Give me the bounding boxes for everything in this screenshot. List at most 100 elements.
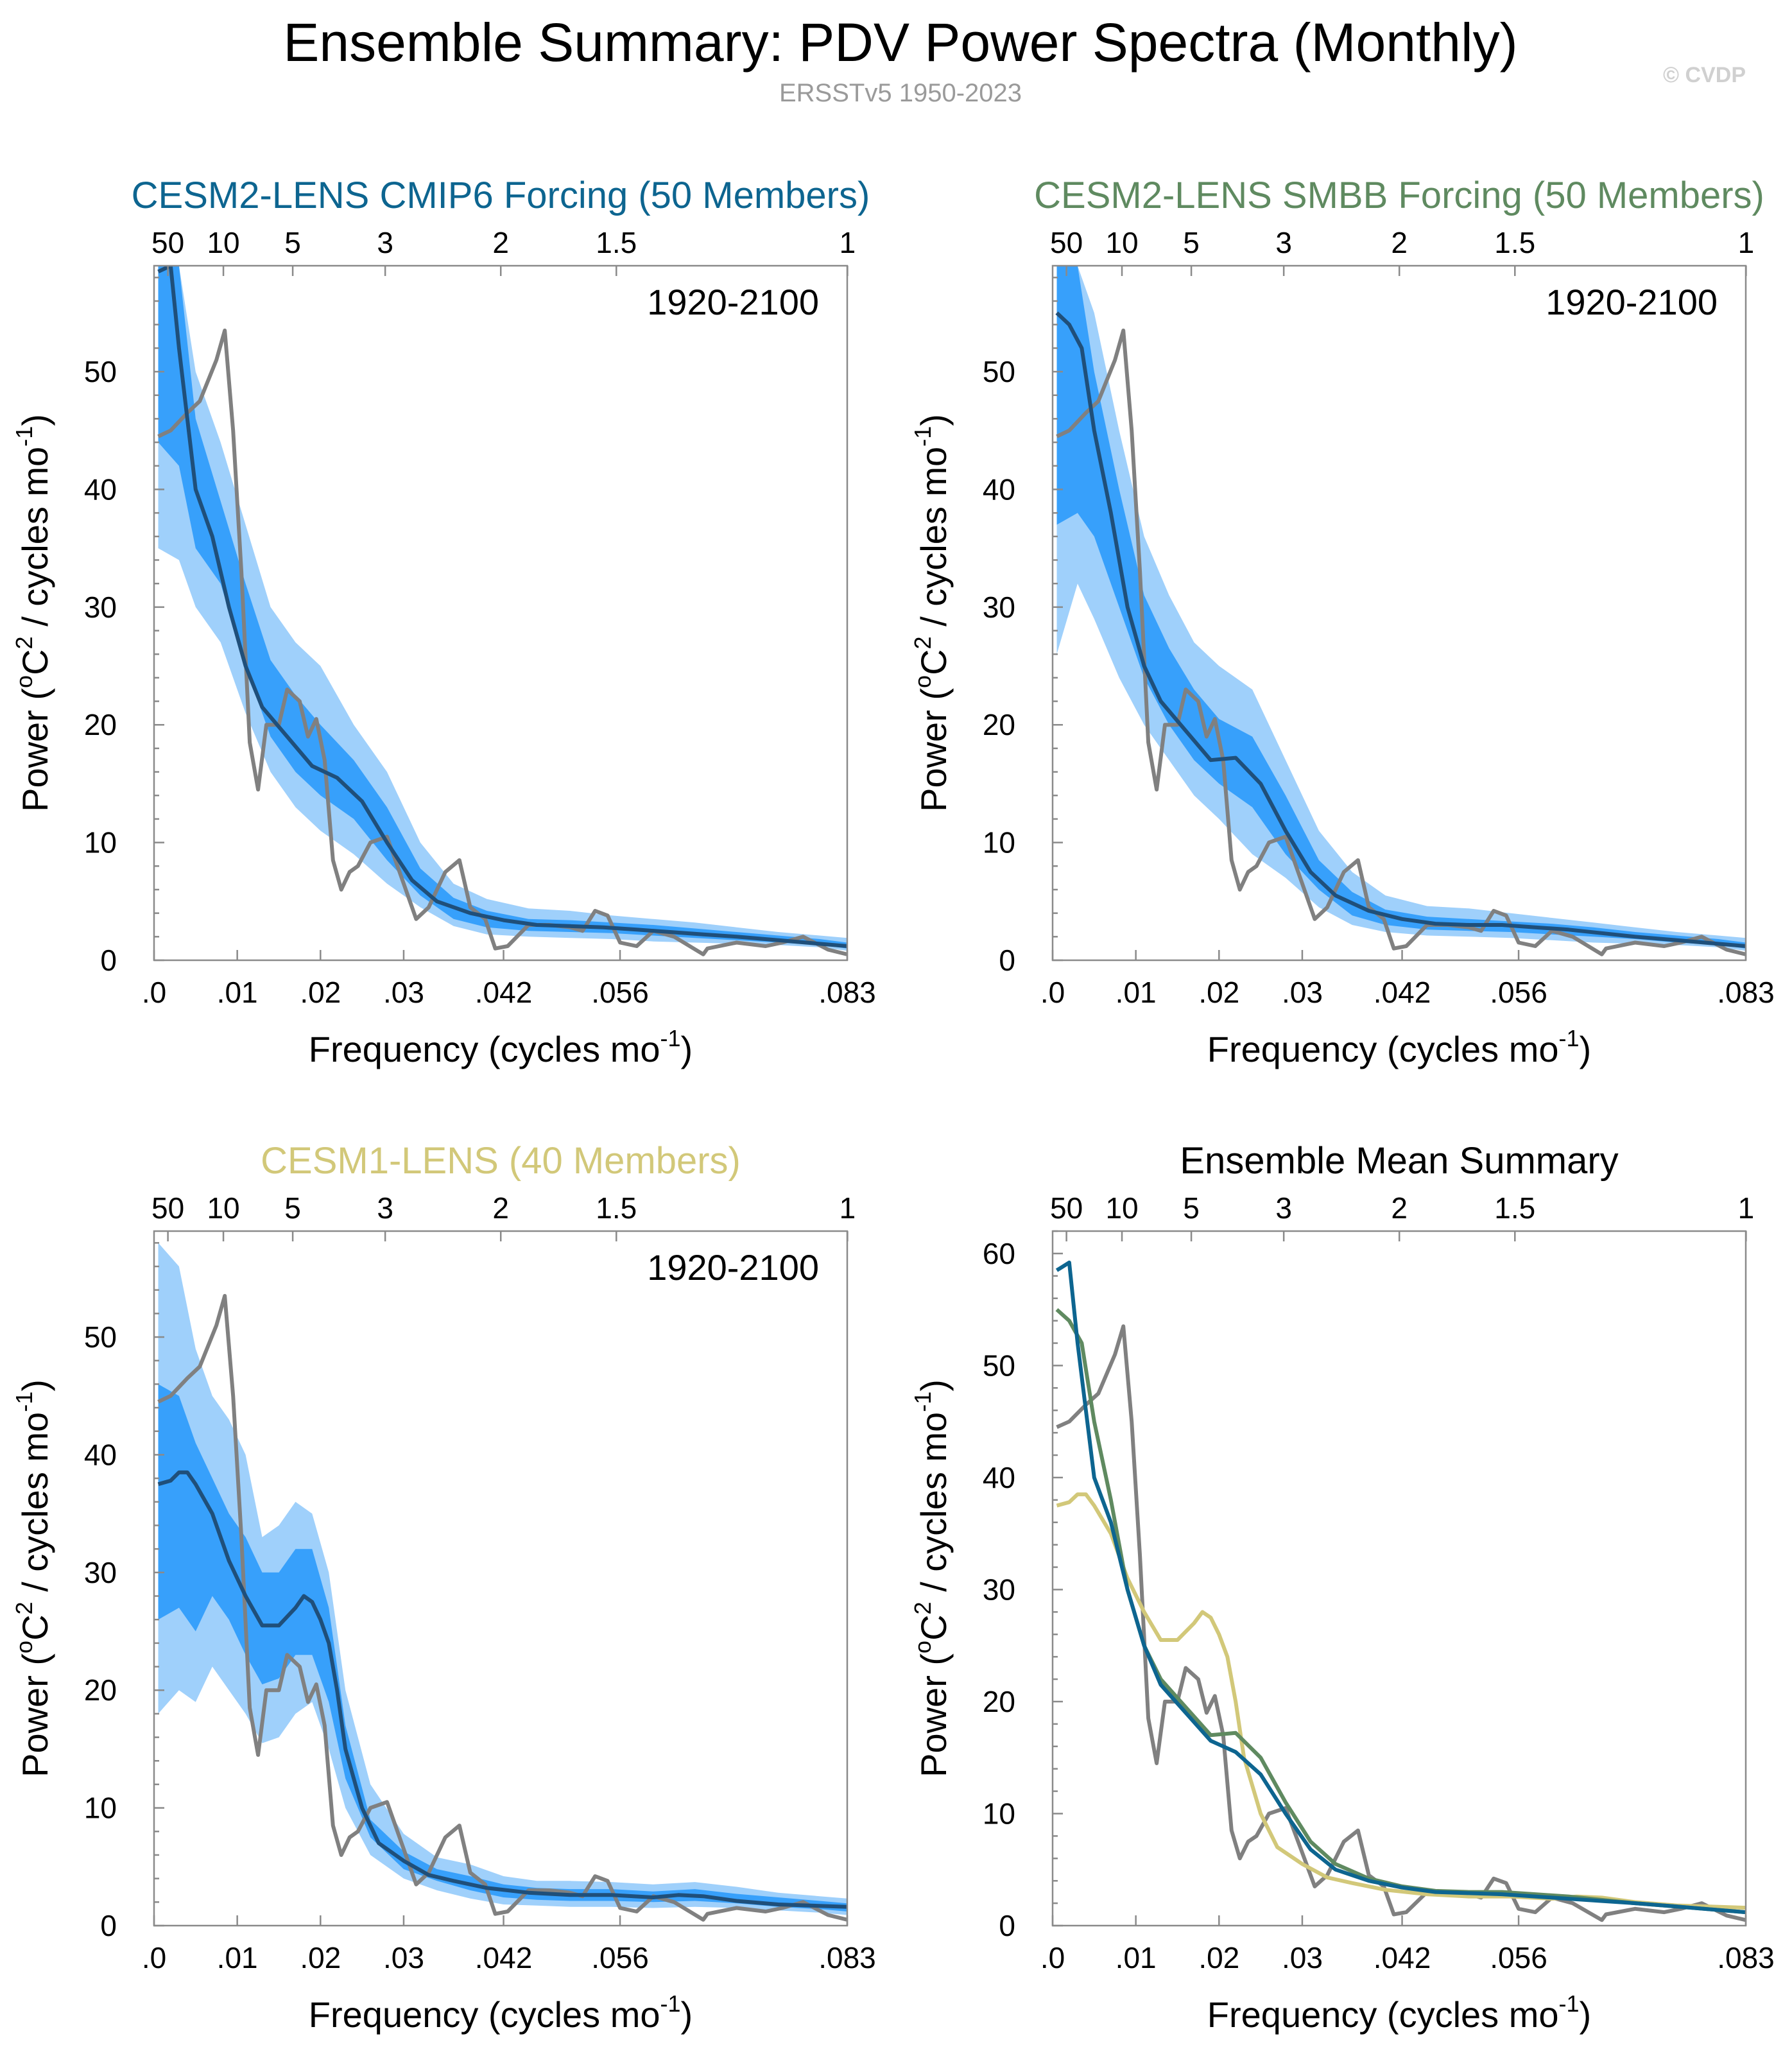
x-tick-label: .042: [1374, 1941, 1431, 1974]
y-tick-label: 30: [84, 1556, 117, 1589]
x-tick-label: .0: [1040, 976, 1065, 1009]
y-axis-label-part: Power (: [15, 688, 55, 812]
y-tick-label: 20: [84, 708, 117, 741]
x-tick-label: .01: [1116, 1941, 1157, 1974]
y-axis-label: Power (oC2 / cycles mo-1): [11, 414, 55, 812]
y-tick-label: 0: [999, 1909, 1015, 1942]
y-axis-label-part: -1: [11, 426, 37, 447]
y-tick-label: 10: [983, 1797, 1015, 1830]
y-axis-label-part: -1: [11, 1392, 37, 1412]
top-tick-label: 1: [1738, 226, 1755, 259]
x-tick-label: .042: [1374, 976, 1431, 1009]
top-tick-label: 5: [1183, 226, 1200, 259]
ensemble-mean-line-cesm2-cmip6: [1055, 1260, 1746, 1915]
y-tick-label: 20: [983, 708, 1015, 741]
x-axis-label-close: ): [681, 1994, 693, 2035]
x-tick-label: .042: [475, 1941, 533, 1974]
y-tick-label: 50: [84, 1320, 117, 1354]
y-tick-label: 40: [84, 472, 117, 506]
y-tick-label: 0: [999, 944, 1015, 977]
x-tick-label: .056: [591, 976, 649, 1009]
x-axis-label: Frequency (cycles mo-1): [309, 1990, 693, 2035]
top-tick-label: 10: [1105, 226, 1138, 259]
figure-subtitle: ERSSTv5 1950-2023: [779, 79, 1022, 107]
x-tick-label: .02: [300, 976, 341, 1009]
y-tick-label: 0: [100, 1909, 117, 1942]
plot-area: [157, 266, 847, 956]
top-tick-label: 50: [151, 1191, 184, 1225]
top-tick-label: 3: [1275, 1191, 1292, 1225]
ensemble-mean-line: [157, 1470, 847, 1909]
top-tick-label: 10: [1105, 1191, 1138, 1225]
y-axis-label-part: ): [913, 1379, 954, 1392]
top-tick-label: 1.5: [1494, 1191, 1535, 1225]
x-axis-label-close: ): [1580, 1994, 1592, 2035]
y-axis-label-part: o: [11, 1641, 37, 1653]
top-tick-label: 2: [492, 226, 509, 259]
plot-area: [1055, 266, 1746, 956]
y-tick-label: 10: [84, 1791, 117, 1825]
x-axis-label-sup: -1: [1559, 1025, 1580, 1051]
plot-area: [157, 1243, 847, 1922]
x-axis-label-text: Frequency (cycles mo: [309, 1029, 660, 1069]
x-tick-label: .03: [1282, 1941, 1323, 1974]
panel-title: CESM1-LENS (40 Members): [261, 1140, 741, 1182]
y-axis-label-part: Power (: [913, 688, 954, 812]
y-tick-label: 50: [983, 1349, 1015, 1382]
x-tick-label: .0: [142, 976, 166, 1009]
y-axis-label-part: -1: [909, 426, 936, 447]
y-tick-label: 50: [84, 355, 117, 388]
top-tick-label: 2: [1391, 226, 1408, 259]
spread-band-inner: [158, 1384, 847, 1912]
observed-spectrum-line: [1056, 328, 1746, 956]
x-tick-label: .02: [1198, 976, 1239, 1009]
y-axis-label-part: C: [15, 1614, 55, 1640]
top-tick-label: 1: [840, 226, 856, 259]
top-tick-label: 1.5: [596, 1191, 637, 1225]
y-tick-label: 40: [983, 472, 1015, 506]
x-axis-label-text: Frequency (cycles mo: [1207, 1994, 1559, 2035]
x-tick-label: .03: [383, 1941, 424, 1974]
x-axis-label-text: Frequency (cycles mo: [1207, 1029, 1559, 1069]
x-tick-label: .056: [1490, 976, 1547, 1009]
x-axis-label-close: ): [1580, 1029, 1592, 1069]
x-axis-label: Frequency (cycles mo-1): [309, 1025, 693, 1069]
plot-frame: [1051, 1230, 1747, 1927]
panel-title: CESM2-LENS CMIP6 Forcing (50 Members): [132, 175, 870, 216]
y-axis-label-part: / cycles mo: [913, 447, 954, 637]
y-axis-label-part: o: [909, 675, 936, 688]
x-axis-label: Frequency (cycles mo-1): [1207, 1990, 1591, 2035]
x-tick-label: .03: [1282, 976, 1323, 1009]
y-axis-label-part: / cycles mo: [15, 447, 55, 637]
top-tick-label: 3: [377, 226, 393, 259]
x-axis-label-sup: -1: [660, 1025, 681, 1051]
plot-area: [1055, 1260, 1746, 1922]
y-axis-label-part: 2: [11, 1601, 37, 1614]
y-tick-label: 30: [983, 1573, 1015, 1606]
y-axis-label-part: 2: [909, 636, 936, 649]
y-axis-label-part: C: [913, 1614, 954, 1640]
y-axis-label: Power (oC2 / cycles mo-1): [909, 414, 954, 812]
y-tick-label: 40: [84, 1438, 117, 1471]
y-tick-label: 0: [100, 944, 117, 977]
period-label: 1920-2100: [647, 1247, 819, 1288]
y-axis-label-part: C: [15, 649, 55, 675]
top-tick-label: 1: [1738, 1191, 1755, 1225]
x-tick-label: .01: [1116, 976, 1157, 1009]
y-axis-label-part: o: [909, 1641, 936, 1653]
y-axis-label-part: ): [15, 414, 55, 426]
panel-title: CESM2-LENS SMBB Forcing (50 Members): [1034, 175, 1764, 216]
x-axis-label-sup: -1: [1559, 1990, 1580, 2017]
y-tick-label: 20: [84, 1673, 117, 1707]
y-tick-label: 10: [84, 826, 117, 859]
ensemble-mean-line-cesm1: [1056, 1492, 1746, 1910]
y-tick-label: 30: [84, 591, 117, 624]
y-axis-label-part: / cycles mo: [913, 1412, 954, 1602]
x-tick-label: .083: [818, 976, 876, 1009]
spread-band-outer: [158, 266, 847, 951]
x-tick-label: .01: [217, 1941, 258, 1974]
y-axis-label-part: ): [15, 1379, 55, 1392]
